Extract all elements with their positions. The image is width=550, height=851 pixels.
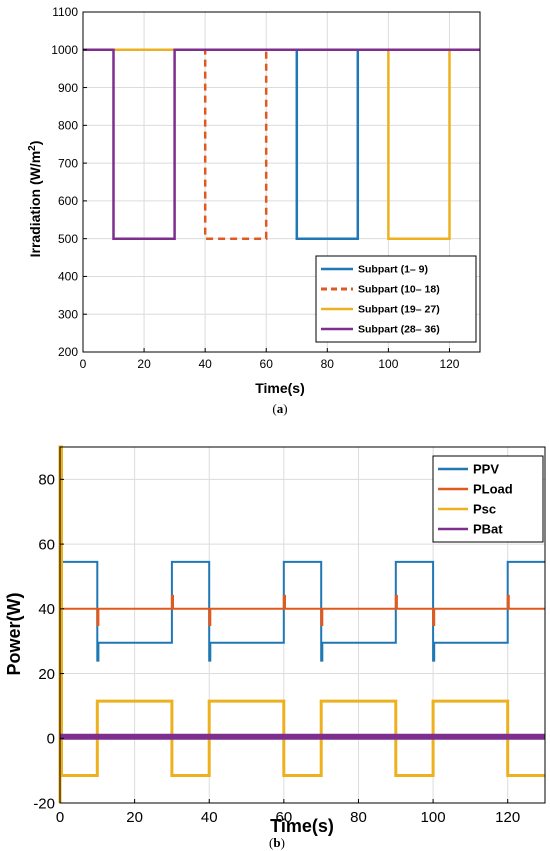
chart-a-xlabel: Time(s) — [255, 380, 305, 396]
chart-b-series-1 — [60, 594, 545, 626]
chart-b-x-tick-4: 80 — [350, 809, 367, 826]
chart-b-x-tick-5: 100 — [421, 809, 446, 826]
chart-a-x-tick-4: 80 — [321, 357, 335, 371]
chart-a-x-ticks: 0 20 40 60 80 100 120 — [80, 348, 460, 371]
chart-a-ylabel-text: Irradiation (W/m — [27, 151, 43, 258]
chart-a-x-tick-3: 60 — [260, 357, 274, 371]
chart-b-y-ticks: -20 0 20 40 60 80 — [33, 472, 64, 812]
chart-b-x-tick-0: 0 — [56, 809, 64, 826]
chart-b-x-tick-2: 40 — [201, 809, 218, 826]
chart-b-caption-letter: b — [273, 835, 280, 850]
chart-a-y-tick-4: 600 — [58, 194, 78, 208]
chart-a-series-1 — [83, 48, 480, 240]
chart-a-x-tick-6: 120 — [439, 357, 459, 371]
chart-b-y-tick-3: 40 — [38, 601, 55, 618]
chart-b-series-2 — [58, 445, 545, 803]
chart-a-ylabel-close: ) — [27, 141, 43, 146]
chart-a-y-tick-7: 900 — [58, 81, 78, 95]
chart-b-y-tick-1: 0 — [47, 731, 55, 748]
chart-b-x-tick-3: 60 — [276, 809, 293, 826]
chart-a-y-tick-9: 1100 — [52, 5, 78, 19]
chart-a-y-tick-8: 1000 — [51, 43, 78, 57]
chart-a-x-tick-0: 0 — [80, 357, 87, 371]
chart-b-series-lines — [58, 445, 545, 803]
chart-b-x-tick-6: 120 — [495, 809, 520, 826]
chart-a-legend-label-2: Subpart (19– 27) — [358, 304, 440, 316]
chart-a-y-tick-0: 200 — [58, 345, 78, 359]
chart-b-xlabel: Time(s) — [270, 816, 334, 836]
chart-a-y-tick-6: 800 — [58, 119, 78, 133]
chart-a-caption: (a) — [272, 401, 287, 416]
chart-a-y-tick-2: 400 — [58, 270, 78, 284]
chart-a-ylabel: Irradiation (W/m2) — [27, 141, 43, 258]
chart-a-series-lines — [83, 48, 480, 240]
chart-b-series-0 — [60, 560, 545, 662]
chart-a-legend-label-1: Subpart (10– 18) — [358, 284, 440, 296]
chart-a-caption-letter: a — [277, 401, 284, 416]
chart-a-y-tick-1: 300 — [58, 307, 78, 321]
chart-a-x-tick-1: 20 — [137, 357, 151, 371]
chart-a-legend-label-0: Subpart (1– 9) — [358, 264, 428, 276]
chart-b-legend-label-3: PBat — [473, 522, 503, 537]
chart-a-series-0 — [83, 48, 480, 240]
chart-a-series-2 — [83, 48, 480, 240]
chart-b-frame — [59, 446, 546, 804]
chart-b-y-tick-0: -20 — [33, 795, 55, 812]
chart-a-x-tick-5: 100 — [378, 357, 398, 371]
chart-a-x-tick-2: 40 — [198, 357, 212, 371]
chart-b-ylabel: Power(W) — [4, 592, 24, 675]
chart-a-y-tick-5: 700 — [58, 156, 78, 170]
chart-b-legend-box — [432, 455, 544, 543]
chart-a: 0 20 40 60 80 100 120 200 300 400 500 600 700 800 900… — [27, 5, 481, 416]
chart-b-y-tick-4: 60 — [38, 536, 55, 553]
chart-b-legend-label-2: Psc — [473, 502, 496, 517]
chart-b-legend-label-1: PLoad — [473, 482, 513, 497]
chart-b-legend: PPV PLoad Psc PBat — [432, 455, 544, 543]
chart-b-y-tick-5: 80 — [38, 472, 55, 489]
chart-b-x-ticks: 0 20 40 60 80 100 120 — [56, 799, 520, 826]
chart-b-caption: (b) — [269, 835, 285, 850]
chart-b-y-tick-2: 20 — [38, 666, 55, 683]
chart-b-legend-label-0: PPV — [473, 462, 499, 477]
chart-b-x-tick-1: 20 — [126, 809, 143, 826]
chart-a-y-tick-3: 500 — [58, 232, 78, 246]
chart-a-legend: Subpart (1– 9) Subpart (10– 18) Subpart (1… — [315, 255, 477, 343]
chart-a-series-3 — [83, 48, 480, 240]
chart-a-y-ticks: 200 300 400 500 600 700 800 900 1000 1100 — [51, 5, 87, 359]
chart-a-frame — [82, 11, 481, 353]
chart-a-legend-label-3: Subpart (28– 36) — [358, 324, 440, 336]
chart-a-ylabel-superscript: 2 — [27, 145, 38, 151]
chart-a-legend-box — [315, 255, 477, 343]
